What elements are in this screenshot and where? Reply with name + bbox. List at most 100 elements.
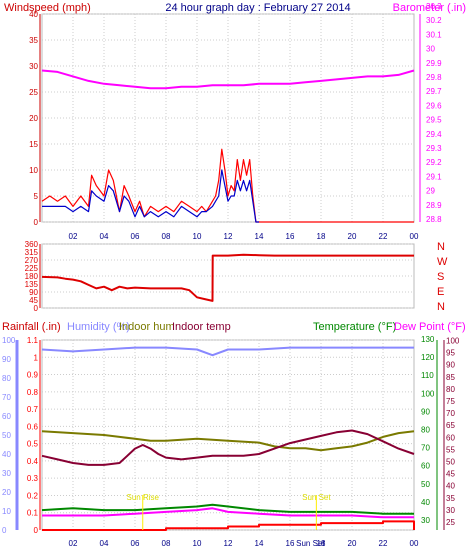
humidity-y-tick-label: 60: [2, 412, 11, 421]
wind-panel-x-tick-label: 22: [379, 232, 388, 241]
rain-y-tick-label: 0.5: [27, 440, 39, 449]
humidity-y-tick-label: 90: [2, 355, 11, 364]
wind-y-tick-label: 15: [29, 140, 38, 149]
wind-panel-x-tick-label: 10: [193, 232, 202, 241]
temperature-y-tick-label: 110: [421, 371, 434, 380]
compass-label: W: [437, 256, 448, 268]
dew-point-y-tick-label: 70: [446, 409, 455, 418]
temperature-axis-label: Temperature (°F): [313, 321, 396, 333]
wind-panel-x-tick-label: 18: [317, 232, 326, 241]
temp-panel-x-tick-label: 14: [255, 539, 264, 548]
rain-y-tick-label: 0: [34, 526, 39, 535]
temp-panel-x-tick-label: 10: [193, 539, 202, 548]
temp-panel-x-tick-label: 02: [69, 539, 78, 548]
humidity-y-tick-label: 0: [2, 526, 7, 535]
temperature-humidity-panel: 0 10 20 30 40 50 60 70 80 90 100 0 0.1 0.2 0.3 0.4 0.5 0.…: [2, 335, 460, 548]
direction-y-tick-label: 270: [25, 256, 39, 265]
barometer-y-tick-label: 28.8: [426, 215, 442, 224]
wind-panel-x-tick-label: 02: [69, 232, 78, 241]
humidity-y-tick-label: 80: [2, 374, 11, 383]
dew-point-y-tick-label: 30: [446, 506, 455, 515]
rain-y-tick-label: 0.6: [27, 422, 39, 431]
temperature-y-tick-label: 50: [421, 480, 430, 489]
sun-set-label-upper: Sun Set: [302, 493, 331, 502]
humidity-y-tick-label: 20: [2, 488, 11, 497]
compass-label: S: [437, 271, 444, 283]
rain-y-tick-label: 1: [34, 353, 39, 362]
temperature-series: [41, 503, 414, 515]
barometer-y-tick-label: 30: [426, 45, 435, 54]
wind-panel-x-tick-label: 06: [131, 232, 140, 241]
barometer-y-tick-label: 29.2: [426, 158, 442, 167]
humidity-series: [41, 346, 414, 357]
direction-minor-tick-label: 45: [29, 296, 38, 305]
wind-y-tick-label: 25: [29, 88, 38, 97]
barometer-y-tick-label: 28.9: [426, 201, 442, 210]
direction-minor-tick-label: 225: [25, 264, 39, 273]
dew-point-y-tick-label: 35: [446, 494, 455, 503]
wind-y-tick-label: 0: [34, 218, 39, 227]
humidity-y-tick-label: 40: [2, 450, 11, 459]
barometer-y-tick-label: 29.9: [426, 59, 442, 68]
barometer-y-tick-label: 29.8: [426, 73, 442, 82]
direction-y-tick-label: 180: [25, 272, 39, 281]
direction-y-tick-label: 90: [29, 288, 38, 297]
sun-rise-label: Sun Rise: [127, 493, 160, 502]
wind-panel-x-tick-label: 04: [100, 232, 109, 241]
direction-y-tick-label: 0: [34, 304, 39, 313]
rainfall-axis-label: Rainfall (.in): [2, 321, 61, 333]
barometer-y-tick-label: 29.7: [426, 87, 442, 96]
temp-panel-x-tick-label: 18: [317, 539, 326, 548]
humidity-y-tick-label: 70: [2, 393, 11, 402]
barometer-y-tick-label: 29.3: [426, 144, 442, 153]
humidity-y-tick-label: 30: [2, 469, 11, 478]
wind-panel-x-tick-label: 00: [410, 232, 419, 241]
barometer-y-tick-label: 30.1: [426, 30, 442, 39]
wind_speed-series: [41, 148, 414, 223]
temperature-y-tick-label: 80: [421, 426, 430, 435]
rain-y-tick-label: 0.4: [27, 457, 39, 466]
temperature-y-tick-label: 60: [421, 462, 430, 471]
sun-set-label-axis: Sun Set: [296, 539, 325, 548]
humidity-axis-label: Humidity (%): [67, 321, 130, 333]
direction-minor-tick-label: 135: [25, 280, 39, 289]
wind-y-tick-label: 40: [29, 10, 38, 19]
indoor_hum-series: [41, 430, 415, 452]
wind-y-tick-label: 30: [29, 62, 38, 71]
temperature-y-tick-label: 40: [421, 498, 430, 507]
temperature-y-tick-label: 120: [421, 353, 435, 362]
wind-y-tick-label: 20: [29, 114, 38, 123]
graph-title: 24 hour graph day : February 27 2014: [165, 2, 350, 14]
humidity-y-tick-label: 50: [2, 431, 11, 440]
barometer-series: [41, 69, 415, 90]
temperature-y-tick-label: 100: [421, 389, 435, 398]
rain-y-tick-label: 0.7: [27, 405, 39, 414]
dew-point-y-tick-label: 65: [446, 421, 455, 430]
temperature-y-tick-label: 30: [421, 516, 430, 525]
barometer-axis-label: Barometer (.in): [393, 2, 466, 14]
temp-panel-x-tick-label: 06: [131, 539, 140, 548]
barometer-y-tick-label: 29.1: [426, 172, 442, 181]
rain-y-tick-label: 0.1: [27, 509, 39, 518]
dew-point-y-tick-label: 85: [446, 373, 455, 382]
wind-panel-x-tick-label: 08: [162, 232, 171, 241]
rain-series: [42, 520, 415, 531]
wind-y-tick-label: 10: [29, 166, 38, 175]
dew-point-y-tick-label: 100: [446, 336, 460, 345]
barometer-y-tick-label: 30.3: [426, 2, 442, 11]
indoor-hum-label: Indoor hum: [119, 321, 175, 333]
barometer-y-tick-label: 29.4: [426, 130, 442, 139]
dew-point-y-tick-label: 95: [446, 349, 455, 358]
windspeed-axis-label: Windspeed (mph): [4, 2, 91, 14]
compass-label: N: [437, 241, 445, 253]
dew-point-y-tick-label: 60: [446, 433, 455, 442]
rain-y-tick-label: 0.2: [27, 491, 39, 500]
dew-point-y-tick-label: 90: [446, 361, 455, 370]
rain-y-tick-label: 1.1: [27, 336, 39, 345]
wind-panel-x-tick-label: 12: [224, 232, 233, 241]
barometer-y-tick-label: 29.5: [426, 116, 442, 125]
rain-y-tick-label: 0.3: [27, 474, 39, 483]
compass-label: N: [437, 301, 445, 313]
